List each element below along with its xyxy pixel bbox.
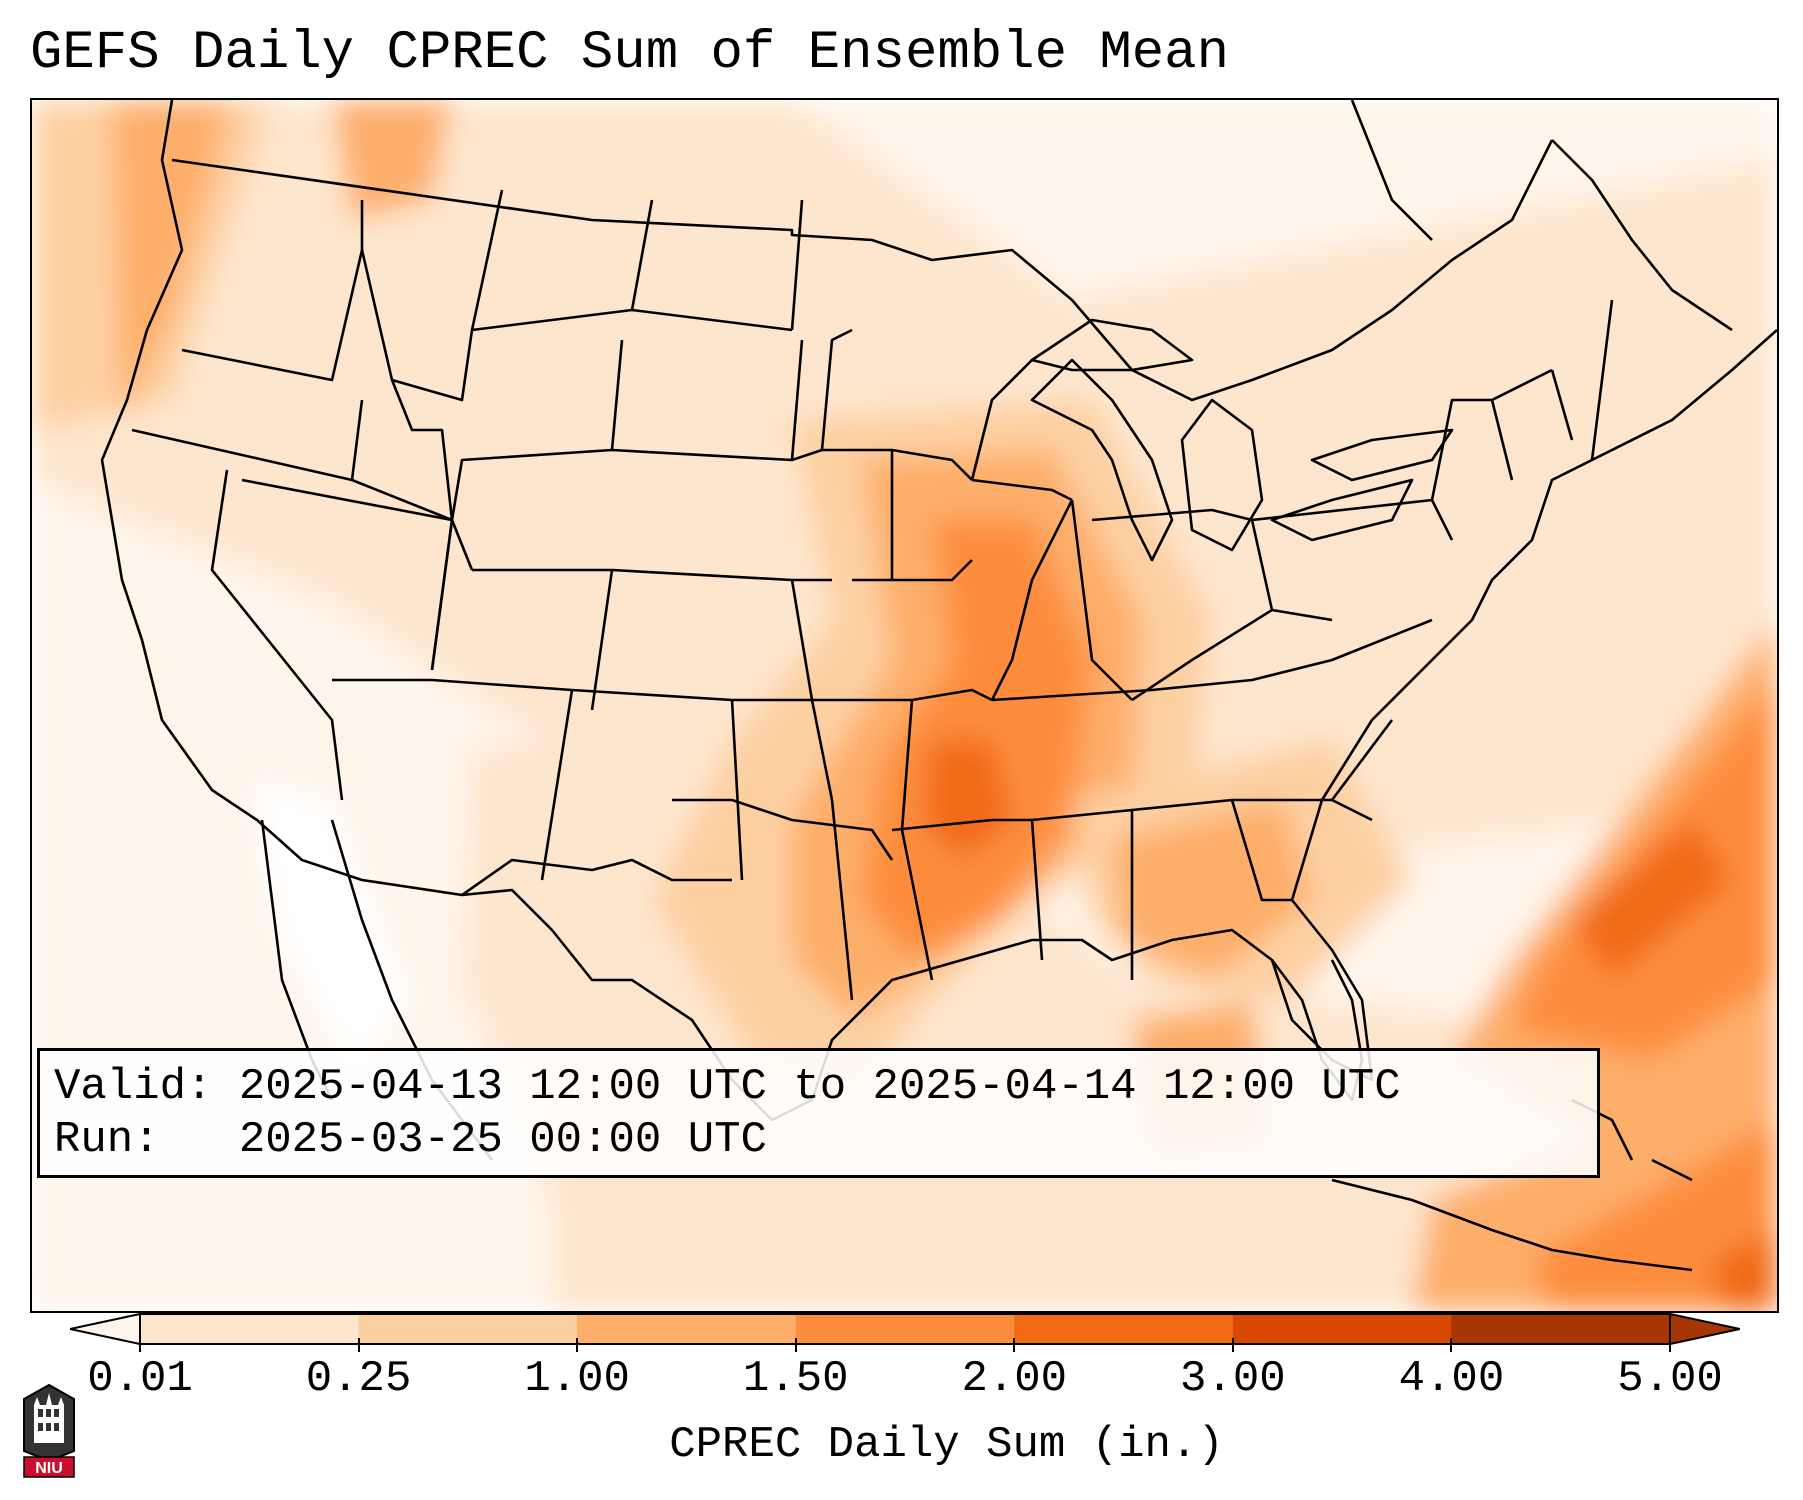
- colorbar-tick-label: 0.01: [87, 1354, 193, 1404]
- colorbar-tick-mark: [576, 1338, 579, 1352]
- colorbar-segment: [1014, 1314, 1234, 1344]
- colorbar-tick-mark: [1013, 1338, 1016, 1352]
- colorbar: [70, 1313, 1740, 1345]
- colorbar-segment: [1232, 1314, 1452, 1344]
- colorbar-tick-mark: [139, 1338, 141, 1352]
- colorbar-segment: [577, 1314, 797, 1344]
- colorbar-tick-mark: [1450, 1338, 1453, 1352]
- run-time-label: Run: 2025-03-25 00:00 UTC: [54, 1115, 767, 1165]
- colorbar-tick-label: 4.00: [1398, 1354, 1505, 1404]
- colorbar-tick-label: 0.25: [305, 1354, 412, 1404]
- colorbar-segment: [358, 1314, 578, 1344]
- colorbar-tick-label: 1.00: [524, 1354, 630, 1404]
- colorbar-tick-mark: [357, 1338, 360, 1352]
- run-info-box: Valid: 2025-04-13 12:00 UTC to 2025-04-1…: [37, 1048, 1600, 1178]
- colorbar-tick-mark: [1669, 1338, 1671, 1352]
- colorbar-tick-mark: [1231, 1338, 1234, 1352]
- state-boundaries: [100, 100, 1777, 1272]
- page-title: GEFS Daily CPREC Sum of Ensemble Mean: [30, 23, 1229, 84]
- colorbar-tick-label: 2.00: [961, 1354, 1068, 1404]
- valid-time-label: Valid: 2025-04-13 12:00 UTC to 2025-04-1…: [54, 1062, 1401, 1112]
- colorbar-frame: [139, 1313, 1671, 1345]
- niu-logo: NIU: [23, 1383, 75, 1478]
- colorbar-tick-label: 5.00: [1617, 1354, 1723, 1404]
- niu-logo-text: NIU: [35, 1460, 63, 1477]
- colorbar-label: CPREC Daily Sum (in.): [669, 1420, 1224, 1470]
- colorbar-tick-mark: [794, 1338, 797, 1352]
- colorbar-max-arrow: [1669, 1313, 1740, 1345]
- colorbar-min-arrow: [70, 1313, 141, 1345]
- colorbar-segment: [140, 1314, 360, 1344]
- colorbar-tick-label: 3.00: [1180, 1354, 1286, 1404]
- colorbar-segment: [1451, 1314, 1671, 1344]
- colorbar-tick-label: 1.50: [742, 1354, 849, 1404]
- colorbar-segment: [795, 1314, 1015, 1344]
